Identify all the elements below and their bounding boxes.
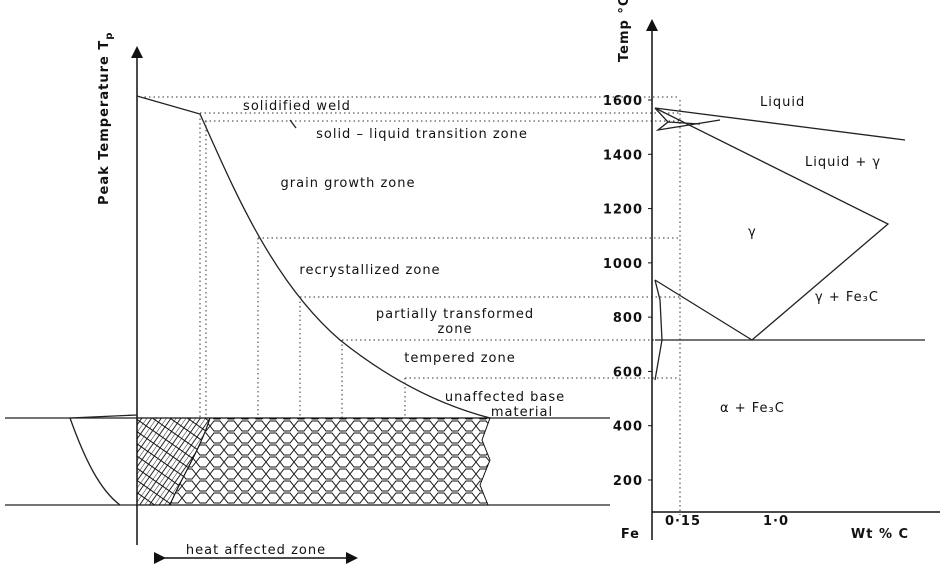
region-label: γ + Fe₃C [815, 290, 879, 305]
y-tick-label: 800 [613, 311, 643, 326]
axis-label: Temp °C [617, 0, 632, 62]
region-label: γ [748, 225, 757, 240]
figure: Peak Temperature Tp solidified weld soli… [0, 0, 949, 567]
y-tick-label: 1400 [603, 148, 643, 163]
y-tick-label: 400 [613, 420, 643, 435]
phase-lines [655, 108, 925, 380]
x-label: Wt % C [851, 527, 909, 542]
x-label: 0·15 [665, 514, 701, 529]
region-label: α + Fe₃C [720, 401, 785, 416]
haz-label: heat affected zone [186, 543, 326, 558]
micrograph [5, 415, 610, 505]
region-label: Liquid + γ [805, 155, 881, 170]
zone-label: solid – liquid transition zone [316, 127, 528, 142]
axis-label: Peak Temperature Tp [97, 32, 115, 205]
zone-label: solidified weld [243, 99, 351, 114]
y-tick-label: 600 [613, 365, 643, 380]
zone-label: tempered zone [404, 351, 515, 366]
y-tick-label: 1000 [603, 257, 643, 272]
zone-label: recrystallized zone [299, 263, 440, 278]
zone-label: zone [437, 322, 472, 337]
x-label: 1·0 [763, 514, 789, 529]
y-tick-label: 200 [613, 474, 643, 489]
y-tick-label: 1600 [603, 94, 643, 109]
zone-label: unaffected base [445, 390, 565, 405]
x-label: Fe [621, 527, 640, 542]
zone-label: partially transformed [376, 307, 534, 322]
region-label: Liquid [760, 95, 805, 110]
y-tick-label: 1200 [603, 203, 643, 218]
temperature-curve [137, 96, 490, 418]
dotted-lines [140, 97, 680, 418]
zone-label: grain growth zone [281, 176, 416, 191]
